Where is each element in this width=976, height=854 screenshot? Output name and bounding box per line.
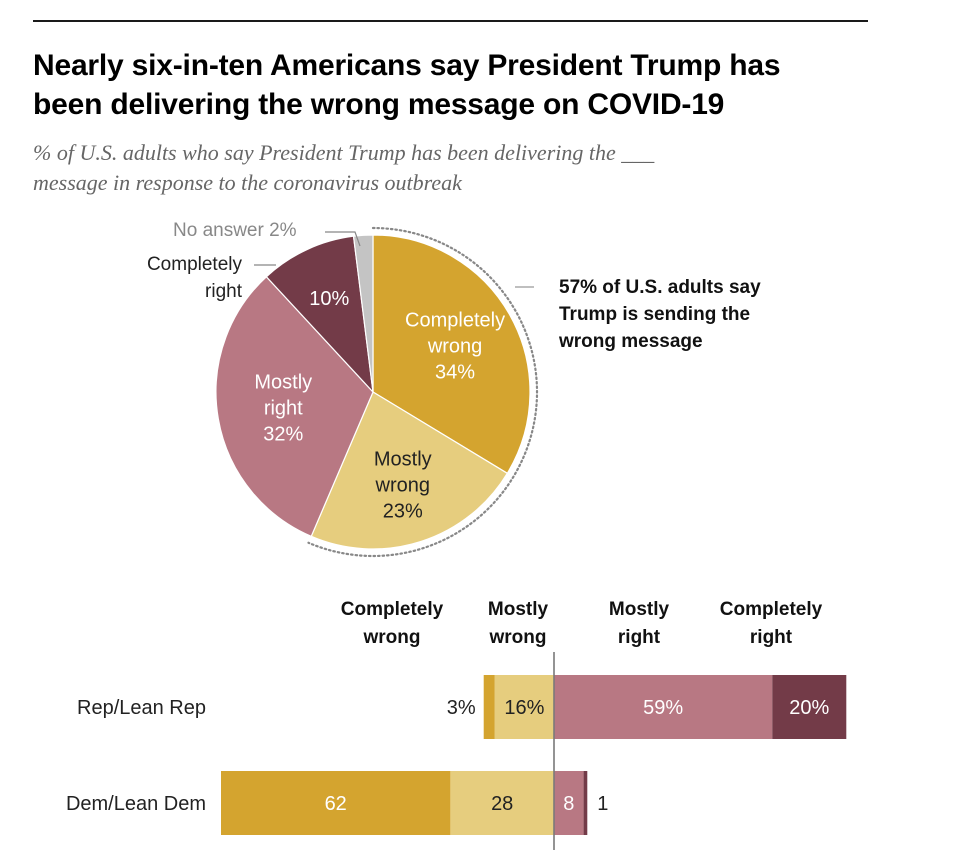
chart-title-line-1: Nearly six-in-ten Americans say Presiden…	[33, 49, 781, 82]
callout-text: 57% of U.S. adults say Trump is sending t…	[558, 277, 761, 352]
bar-label-mostly-right-dem-line-1: 8	[563, 793, 574, 815]
column-header-completely-right: Completely right	[720, 599, 823, 648]
pie-slice-no-answer	[352, 234, 374, 393]
bar-mostly-right-dem	[554, 771, 584, 835]
column-header-mostly-wrong-line-1: Mostly	[488, 599, 549, 620]
pie-label-completely-right-outer: Completely right	[147, 254, 243, 302]
column-header-mostly-right-line-1: Mostly	[609, 599, 670, 620]
column-header-completely-wrong: Completely wrong	[341, 599, 444, 648]
row-label-rep-line-1: Rep/Lean Rep	[77, 697, 206, 719]
chart-subtitle: % of U.S. adults who say President Trump…	[33, 138, 833, 198]
bar-completely-right-dem	[583, 771, 588, 835]
row-label-dem: Dem/Lean Dem	[66, 793, 206, 815]
pie-label-completely-right-outer-line-1: Completely	[147, 254, 243, 275]
pie-label-mostly-wrong-line-2: wrong	[375, 475, 430, 497]
callout-text-line-3: wrong message	[558, 331, 703, 352]
pie-slice-mostly-wrong	[310, 391, 509, 550]
pie-label-completely-right-line-1: 10%	[309, 288, 349, 310]
bar-mostly-wrong-dem	[450, 771, 554, 835]
chart-title-line-2: been delivering the wrong message on COV…	[33, 88, 725, 121]
pie-label-mostly-wrong-line-3: 23%	[383, 501, 423, 523]
column-header-mostly-right: Mostly right	[609, 599, 670, 648]
bar-label-completely-right-dem: 1	[597, 793, 608, 815]
pie-label-completely-wrong-line-2: wrong	[427, 336, 482, 358]
bar-mostly-wrong-rep	[494, 675, 554, 739]
pie-slice-mostly-right	[215, 275, 374, 538]
pie-label-mostly-right-line-2: right	[264, 398, 303, 420]
pie-label-mostly-wrong: Mostly wrong 23%	[374, 449, 432, 523]
row-label-dem-line-1: Dem/Lean Dem	[66, 793, 206, 815]
bar-label-mostly-wrong-dem-line-1: 28	[491, 793, 513, 815]
column-header-mostly-wrong-line-2: wrong	[489, 627, 547, 648]
pie-label-completely-wrong: Completely wrong 34%	[405, 310, 505, 384]
chart-subtitle-line-2: message in response to the coronavirus o…	[33, 170, 462, 195]
pie-label-mostly-right-line-3: 32%	[263, 424, 303, 446]
bar-label-mostly-right-rep-line-1: 59%	[643, 697, 683, 719]
bar-label-mostly-wrong-dem: 28	[491, 793, 513, 815]
pie-label-mostly-right: Mostly right 32%	[254, 372, 312, 446]
bar-completely-wrong-rep	[483, 675, 495, 739]
column-header-completely-right-line-2: right	[750, 627, 793, 648]
chart-subtitle-line-1: % of U.S. adults who say President Trump…	[33, 140, 655, 165]
row-label-rep: Rep/Lean Rep	[77, 697, 206, 719]
pie-label-mostly-wrong-line-1: Mostly	[374, 449, 432, 471]
bar-label-completely-right-dem-line-1: 1	[597, 793, 608, 815]
pie-label-mostly-right-line-1: Mostly	[254, 372, 312, 394]
pie-label-no-answer-line-1: No answer 2%	[173, 220, 297, 241]
top-rule	[33, 20, 868, 22]
pie-label-no-answer: No answer 2%	[173, 220, 297, 241]
bar-label-mostly-right-rep: 59%	[643, 697, 683, 719]
column-header-completely-wrong-line-1: Completely	[341, 599, 444, 620]
pie-slice-completely-wrong	[372, 234, 531, 475]
column-header-completely-right-line-1: Completely	[720, 599, 823, 620]
bar-label-completely-wrong-dem: 62	[325, 793, 347, 815]
bar-label-completely-wrong-dem-line-1: 62	[325, 793, 347, 815]
bar-label-completely-right-rep: 20%	[789, 697, 829, 719]
bar-label-mostly-wrong-rep: 16%	[504, 697, 544, 719]
wrong-message-bracket-arc	[307, 226, 539, 558]
bar-label-completely-wrong-rep-line-1: 3%	[447, 697, 476, 719]
bar-label-completely-wrong-rep: 3%	[447, 697, 476, 719]
bar-completely-wrong-dem	[221, 771, 451, 835]
column-header-mostly-wrong: Mostly wrong	[488, 599, 549, 648]
callout-text-line-1: 57% of U.S. adults say	[559, 277, 761, 298]
bar-completely-right-rep	[772, 675, 847, 739]
no-answer-leader-line	[325, 231, 361, 247]
bar-label-mostly-right-dem: 8	[563, 793, 574, 815]
pie-label-completely-wrong-line-1: Completely	[405, 310, 505, 332]
pie-label-completely-wrong-line-3: 34%	[435, 362, 475, 384]
pie-label-completely-right: 10%	[309, 288, 349, 310]
chart-title: Nearly six-in-ten Americans say Presiden…	[33, 46, 893, 124]
bar-label-mostly-wrong-rep-line-1: 16%	[504, 697, 544, 719]
callout-text-line-2: Trump is sending the	[559, 304, 750, 325]
column-header-mostly-right-line-2: right	[618, 627, 661, 648]
bar-mostly-right-rep	[554, 675, 773, 739]
column-header-completely-wrong-line-2: wrong	[363, 627, 421, 648]
bar-label-completely-right-rep-line-1: 20%	[789, 697, 829, 719]
pie-slice-completely-right	[265, 235, 374, 394]
pie-label-completely-right-outer-line-2: right	[205, 281, 243, 302]
